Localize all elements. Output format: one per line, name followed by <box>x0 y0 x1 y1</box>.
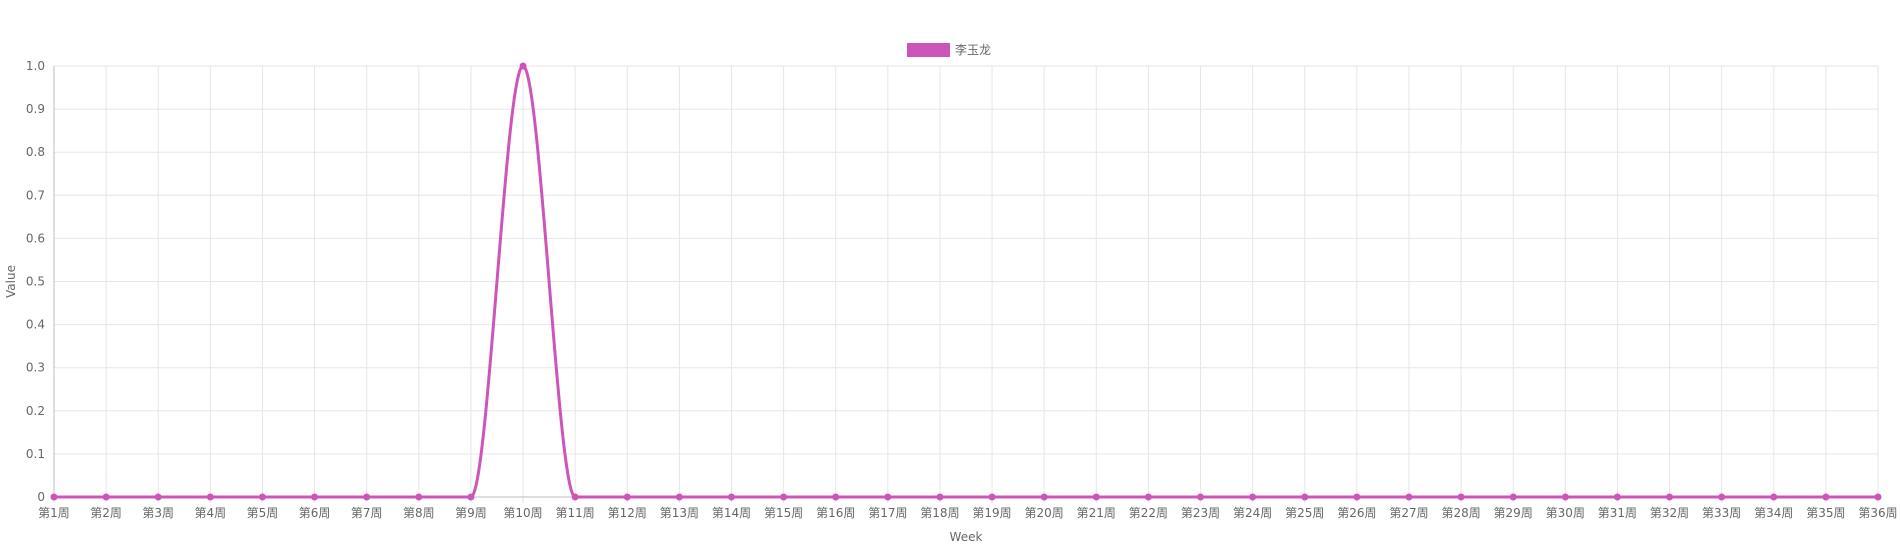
x-tick-label: 第16周 <box>816 506 855 520</box>
data-point[interactable] <box>1405 493 1413 501</box>
y-tick-label: 1.0 <box>26 59 45 73</box>
x-tick-label: 第8周 <box>403 506 435 520</box>
x-tick-label: 第31周 <box>1598 506 1637 520</box>
y-tick-label: 0.8 <box>26 145 45 159</box>
data-point[interactable] <box>936 493 944 501</box>
x-tick-label: 第34周 <box>1754 506 1793 520</box>
data-point[interactable] <box>1666 493 1674 501</box>
legend-swatch[interactable] <box>907 43 950 57</box>
x-tick-label: 第36周 <box>1858 506 1897 520</box>
x-tick-label: 第5周 <box>247 506 279 520</box>
y-tick-label: 0.5 <box>26 275 45 289</box>
data-point[interactable] <box>311 493 319 501</box>
data-point[interactable] <box>988 493 996 501</box>
x-tick-label: 第7周 <box>351 506 383 520</box>
data-point[interactable] <box>519 62 527 70</box>
legend[interactable]: 李玉龙 <box>907 42 991 57</box>
x-tick-label: 第3周 <box>142 506 174 520</box>
data-point[interactable] <box>1197 493 1205 501</box>
x-tick-label: 第27周 <box>1389 506 1428 520</box>
data-point[interactable] <box>467 493 475 501</box>
data-point[interactable] <box>727 493 735 501</box>
data-point[interactable] <box>1457 493 1465 501</box>
data-point[interactable] <box>780 493 788 501</box>
x-tick-label: 第10周 <box>503 506 542 520</box>
x-tick-label: 第12周 <box>608 506 647 520</box>
data-point[interactable] <box>571 493 579 501</box>
grid-layer <box>53 65 1879 503</box>
x-tick-label: 第21周 <box>1077 506 1116 520</box>
data-point[interactable] <box>1561 493 1569 501</box>
y-tick-label: 0.6 <box>26 231 45 245</box>
x-tick-label: 第29周 <box>1494 506 1533 520</box>
y-tick-label: 0.3 <box>26 361 45 375</box>
data-point[interactable] <box>258 493 266 501</box>
x-tick-label: 第11周 <box>556 506 595 520</box>
x-tick-label: 第23周 <box>1181 506 1220 520</box>
x-tick-label: 第9周 <box>455 506 487 520</box>
data-point[interactable] <box>415 493 423 501</box>
data-point[interactable] <box>884 493 892 501</box>
data-point[interactable] <box>1301 493 1309 501</box>
series-layer <box>50 62 1882 501</box>
y-tick-label: 0.2 <box>26 404 45 418</box>
x-tick-label: 第15周 <box>764 506 803 520</box>
x-tick-label: 第2周 <box>90 506 122 520</box>
data-point[interactable] <box>154 493 162 501</box>
data-point[interactable] <box>1874 493 1882 501</box>
x-axis-title: Week <box>950 530 983 544</box>
x-tick-label: 第18周 <box>920 506 959 520</box>
x-tick-label: 第19周 <box>972 506 1011 520</box>
x-tick-label: 第13周 <box>660 506 699 520</box>
data-point[interactable] <box>1509 493 1517 501</box>
x-tick-label: 第1周 <box>38 506 70 520</box>
x-tick-label: 第25周 <box>1285 506 1324 520</box>
x-tick-label: 第30周 <box>1546 506 1585 520</box>
data-point[interactable] <box>363 493 371 501</box>
data-point[interactable] <box>675 493 683 501</box>
data-point[interactable] <box>832 493 840 501</box>
data-point[interactable] <box>1144 493 1152 501</box>
data-point[interactable] <box>1249 493 1257 501</box>
x-tick-label: 第6周 <box>299 506 331 520</box>
y-tick-label: 0.4 <box>26 318 45 332</box>
legend-label[interactable]: 李玉龙 <box>955 42 991 57</box>
y-tick-label: 0.9 <box>26 102 45 116</box>
data-point[interactable] <box>206 493 214 501</box>
x-tick-label: 第22周 <box>1129 506 1168 520</box>
data-point[interactable] <box>1353 493 1361 501</box>
data-point[interactable] <box>1613 493 1621 501</box>
data-point[interactable] <box>1040 493 1048 501</box>
data-point[interactable] <box>102 493 110 501</box>
axis-layer: 0 0.1 0.2 0.3 0.4 0.5 0.6 0.7 0.8 0.9 1.0 第1周 第2周 第3周… <box>26 59 1898 520</box>
x-tick-label: 第17周 <box>868 506 907 520</box>
x-tick-label: 第33周 <box>1702 506 1741 520</box>
x-tick-label: 第24周 <box>1233 506 1272 520</box>
x-tick-label: 第28周 <box>1441 506 1480 520</box>
x-tick-label: 第4周 <box>195 506 227 520</box>
y-tick-label: 0.7 <box>26 188 45 202</box>
y-axis-title: Value <box>4 265 18 298</box>
data-point[interactable] <box>1822 493 1830 501</box>
data-point[interactable] <box>623 493 631 501</box>
data-point[interactable] <box>1770 493 1778 501</box>
x-tick-label: 第14周 <box>712 506 751 520</box>
x-tick-label: 第26周 <box>1337 506 1376 520</box>
x-tick-label: 第32周 <box>1650 506 1689 520</box>
data-point[interactable] <box>50 493 58 501</box>
data-point[interactable] <box>1718 493 1726 501</box>
x-tick-label: 第35周 <box>1806 506 1845 520</box>
data-point[interactable] <box>1092 493 1100 501</box>
y-tick-label: 0.1 <box>26 447 45 461</box>
y-tick-label: 0 <box>37 490 45 504</box>
x-tick-label: 第20周 <box>1025 506 1064 520</box>
